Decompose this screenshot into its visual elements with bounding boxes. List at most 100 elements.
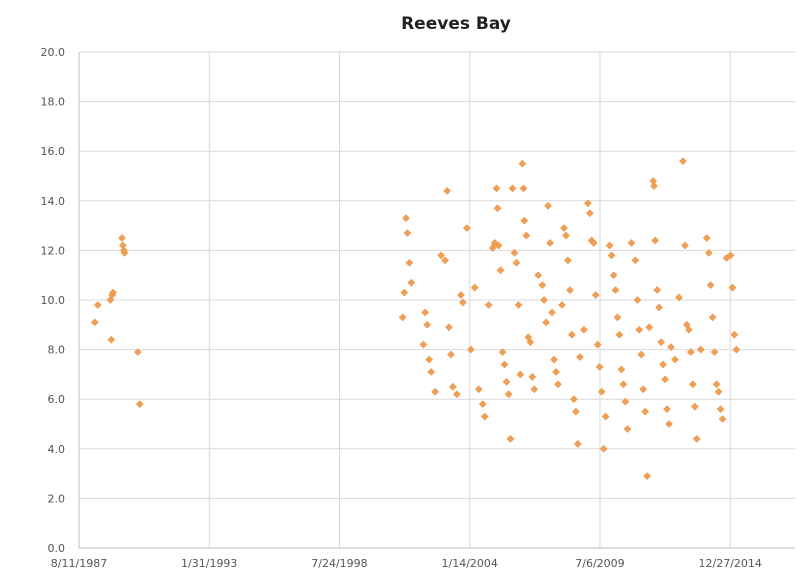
data-point bbox=[589, 239, 598, 247]
data-point bbox=[716, 405, 725, 414]
data-point bbox=[458, 298, 467, 307]
data-points bbox=[90, 157, 741, 481]
data-point bbox=[447, 350, 455, 359]
data-point bbox=[419, 340, 428, 349]
data-point bbox=[706, 281, 715, 290]
data-point bbox=[522, 231, 531, 240]
data-point bbox=[728, 283, 737, 292]
data-point bbox=[565, 286, 574, 295]
data-point bbox=[427, 367, 436, 376]
chart-title: Reeves Bay bbox=[401, 14, 511, 34]
data-point bbox=[488, 243, 497, 252]
data-point bbox=[493, 204, 502, 213]
data-point bbox=[605, 241, 614, 250]
data-point bbox=[403, 229, 412, 237]
data-point bbox=[544, 201, 553, 210]
data-point bbox=[512, 258, 521, 267]
data-point bbox=[528, 372, 537, 381]
data-point bbox=[470, 283, 479, 292]
data-point bbox=[650, 181, 659, 190]
data-point bbox=[708, 313, 717, 322]
data-point bbox=[402, 214, 410, 223]
data-point bbox=[530, 385, 539, 394]
y-tick-label: 6.0 bbox=[48, 393, 66, 406]
data-point bbox=[714, 387, 723, 396]
data-point bbox=[518, 159, 527, 168]
data-point bbox=[667, 343, 675, 352]
data-point bbox=[93, 301, 102, 309]
data-point bbox=[671, 355, 680, 364]
data-point bbox=[407, 278, 416, 287]
data-point bbox=[444, 323, 453, 332]
data-point bbox=[609, 271, 618, 280]
data-point bbox=[552, 367, 561, 376]
data-point bbox=[692, 434, 701, 443]
data-point bbox=[554, 380, 562, 389]
data-point bbox=[573, 439, 582, 448]
data-point bbox=[690, 402, 699, 411]
data-point bbox=[519, 184, 528, 193]
data-point bbox=[696, 345, 705, 354]
data-point bbox=[133, 348, 142, 357]
data-point bbox=[665, 420, 674, 428]
data-point bbox=[560, 224, 568, 233]
data-point bbox=[109, 288, 118, 297]
data-point bbox=[538, 281, 547, 290]
data-point bbox=[504, 390, 513, 399]
data-point bbox=[437, 251, 446, 260]
data-point bbox=[443, 186, 452, 195]
data-point bbox=[520, 216, 529, 225]
data-point bbox=[502, 377, 511, 386]
data-point bbox=[591, 291, 600, 299]
y-tick-label: 2.0 bbox=[48, 492, 66, 505]
data-point bbox=[462, 224, 471, 233]
data-point bbox=[726, 251, 735, 260]
data-point bbox=[448, 382, 457, 391]
data-point bbox=[548, 308, 556, 317]
data-point bbox=[637, 350, 646, 359]
y-tick-label: 12.0 bbox=[41, 244, 66, 257]
data-point bbox=[398, 313, 407, 322]
data-point bbox=[496, 266, 505, 275]
data-point bbox=[480, 412, 489, 421]
data-point bbox=[641, 407, 650, 416]
data-point bbox=[118, 234, 126, 242]
data-point bbox=[563, 256, 572, 265]
data-point bbox=[613, 313, 622, 322]
data-point bbox=[617, 365, 626, 374]
data-point bbox=[679, 157, 687, 166]
data-point bbox=[684, 325, 693, 334]
data-point bbox=[675, 293, 683, 302]
x-axis-ticks: 8/11/1987 1/31/1993 7/24/1998 1/14/2004 7/6/… bbox=[51, 557, 762, 570]
data-point bbox=[400, 288, 409, 297]
data-point bbox=[425, 355, 434, 364]
data-point bbox=[681, 241, 689, 250]
data-point bbox=[498, 348, 507, 357]
data-point bbox=[702, 234, 711, 242]
data-point bbox=[595, 363, 604, 371]
x-tick-label: 12/27/2014 bbox=[699, 557, 762, 570]
data-point bbox=[730, 330, 739, 339]
data-point bbox=[526, 338, 535, 347]
data-point bbox=[120, 248, 129, 257]
data-point bbox=[441, 256, 450, 265]
data-point bbox=[732, 345, 741, 354]
data-point bbox=[492, 184, 501, 193]
data-point bbox=[540, 296, 549, 304]
y-tick-label: 8.0 bbox=[48, 344, 66, 357]
data-point bbox=[550, 355, 559, 364]
data-point bbox=[661, 375, 670, 384]
y-axis-ticks: 0.0 2.0 4.0 6.0 8.0 10.0 12.0 14.0 16.0 18.0 20.0 bbox=[41, 46, 66, 555]
data-point bbox=[534, 271, 543, 280]
data-point bbox=[508, 184, 517, 193]
data-point bbox=[615, 330, 624, 339]
data-point bbox=[643, 472, 652, 481]
data-point bbox=[619, 380, 628, 389]
data-point bbox=[635, 325, 644, 334]
data-point bbox=[431, 387, 440, 396]
data-point bbox=[712, 380, 721, 389]
y-tick-label: 20.0 bbox=[41, 46, 66, 59]
data-point bbox=[405, 258, 414, 267]
